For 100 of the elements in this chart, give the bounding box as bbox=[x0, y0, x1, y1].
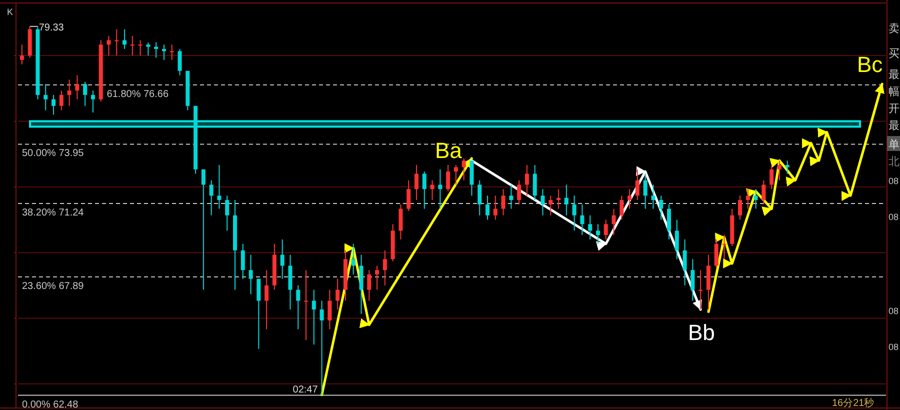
annotation: Bc bbox=[857, 52, 883, 77]
candlestick bbox=[628, 188, 632, 210]
candlestick bbox=[106, 35, 111, 56]
candlestick bbox=[146, 42, 150, 56]
candlestick bbox=[714, 238, 718, 268]
candlestick bbox=[620, 195, 624, 220]
candlestick bbox=[446, 164, 450, 192]
candlestick bbox=[478, 180, 482, 216]
text: 08 bbox=[888, 306, 899, 316]
candlestick bbox=[762, 180, 766, 205]
candlestick bbox=[462, 158, 466, 181]
candlestick bbox=[264, 270, 269, 330]
candlestick bbox=[256, 278, 261, 350]
candlestick bbox=[75, 74, 80, 100]
candlestick bbox=[382, 250, 387, 286]
candlestick bbox=[770, 164, 774, 190]
candlestick bbox=[674, 219, 679, 260]
candlestick bbox=[154, 42, 158, 58]
candlestick bbox=[659, 195, 664, 220]
text: 买 bbox=[888, 48, 900, 60]
candlestick bbox=[336, 278, 340, 310]
text: 最 bbox=[888, 69, 900, 81]
text: 08 bbox=[888, 342, 899, 352]
candlestick bbox=[44, 84, 48, 111]
candlestick bbox=[328, 289, 332, 330]
text: K bbox=[7, 7, 14, 17]
candlestick bbox=[375, 265, 380, 290]
candlestick bbox=[612, 208, 616, 236]
candlestick bbox=[201, 168, 206, 290]
candlestick bbox=[217, 164, 222, 210]
candlestick bbox=[722, 234, 726, 260]
candlestick bbox=[430, 180, 434, 201]
text: 幅 bbox=[888, 86, 900, 98]
text: 卖 bbox=[888, 22, 900, 35]
candlestick bbox=[486, 195, 490, 220]
candlestick bbox=[572, 195, 576, 232]
candlestick bbox=[785, 160, 790, 174]
candlestick bbox=[651, 184, 656, 210]
candlestick bbox=[422, 171, 426, 210]
candlestick bbox=[367, 270, 372, 302]
candlestick bbox=[59, 90, 64, 111]
candlestick bbox=[296, 284, 300, 330]
candlestick bbox=[209, 180, 214, 216]
candlestick bbox=[67, 79, 72, 106]
candlestick bbox=[501, 188, 506, 216]
candlestick bbox=[312, 289, 316, 346]
candlestick bbox=[746, 188, 750, 210]
candlestick bbox=[114, 28, 119, 56]
candlestick bbox=[83, 81, 88, 106]
candlestick bbox=[138, 40, 142, 56]
candlestick bbox=[162, 44, 166, 60]
candlestick bbox=[225, 195, 230, 232]
candlestick bbox=[635, 168, 640, 201]
candlestick bbox=[667, 204, 671, 240]
candlestick bbox=[556, 188, 561, 210]
ref-line-label: 50.00% 73.95 bbox=[22, 148, 84, 160]
candlestick bbox=[540, 188, 545, 216]
candlestick bbox=[643, 173, 648, 210]
annotation: Ba bbox=[435, 138, 463, 163]
candlestick bbox=[122, 28, 127, 50]
candlestick bbox=[588, 214, 592, 240]
candlestick bbox=[517, 180, 522, 205]
annotation: 79.33 bbox=[38, 22, 64, 34]
ref-line-label: 38.20% 71.24 bbox=[22, 208, 84, 219]
ref-line-label: 61.80% 76.66 bbox=[106, 88, 169, 100]
candlestick bbox=[351, 243, 356, 275]
candlestick bbox=[170, 44, 174, 60]
candlestick bbox=[90, 90, 95, 113]
candlestick bbox=[682, 238, 687, 286]
candlestick bbox=[414, 164, 418, 201]
candlestick bbox=[777, 160, 782, 181]
text: 单 bbox=[888, 138, 900, 151]
candlestick bbox=[178, 48, 182, 76]
candlestick bbox=[754, 188, 758, 210]
candlestick bbox=[698, 270, 703, 310]
candlestick bbox=[240, 243, 245, 280]
candlestick bbox=[20, 44, 24, 65]
text: 08 bbox=[888, 212, 899, 222]
candlestick bbox=[320, 300, 324, 396]
candlestick bbox=[596, 224, 600, 244]
text: 开 bbox=[888, 103, 900, 115]
annotation: 16分21秒 bbox=[832, 397, 874, 409]
candlestick bbox=[532, 164, 537, 201]
candlestick bbox=[690, 258, 695, 302]
candlestick bbox=[454, 164, 458, 186]
candlestick bbox=[548, 195, 553, 216]
candlestick bbox=[304, 270, 308, 341]
candlestick bbox=[604, 219, 608, 240]
text: 最 bbox=[888, 120, 900, 132]
candlestick bbox=[52, 94, 56, 116]
candlestick bbox=[438, 168, 442, 210]
candlestick bbox=[580, 204, 584, 236]
candlestick bbox=[738, 195, 742, 220]
text: 08 bbox=[888, 176, 899, 186]
annotation: Bb bbox=[688, 320, 715, 345]
candlestick bbox=[280, 238, 284, 280]
candlestick bbox=[509, 184, 514, 210]
ref-line-label: 23.60% 67.89 bbox=[22, 280, 84, 292]
candlestick bbox=[493, 195, 498, 220]
candlestick bbox=[248, 254, 253, 295]
